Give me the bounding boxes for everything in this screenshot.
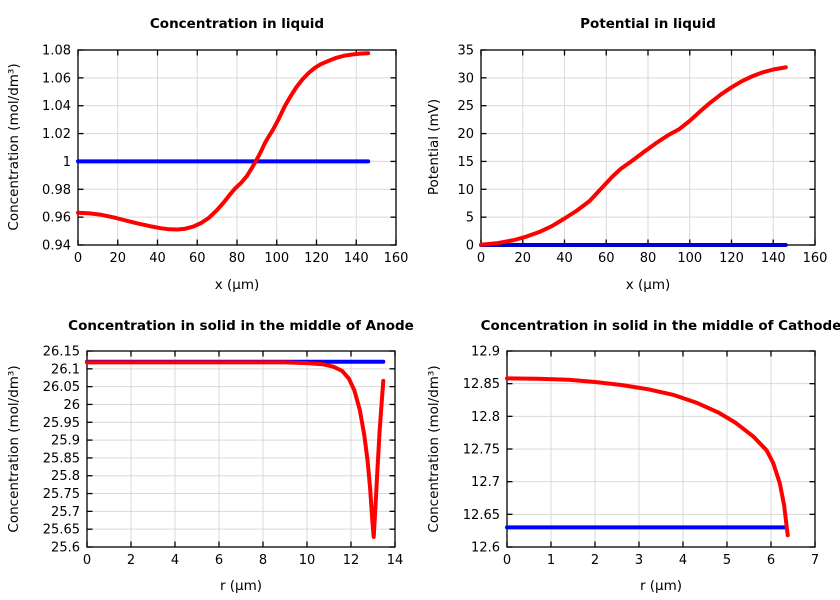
- svg-text:1.06: 1.06: [42, 71, 71, 86]
- svg-text:80: 80: [229, 251, 246, 266]
- svg-text:1: 1: [547, 553, 555, 568]
- svg-text:12.7: 12.7: [471, 475, 500, 490]
- svg-text:0: 0: [503, 553, 511, 568]
- svg-text:5: 5: [466, 211, 474, 226]
- svg-text:14: 14: [387, 553, 404, 568]
- svg-text:25.75: 25.75: [43, 487, 80, 502]
- svg-text:20: 20: [514, 251, 531, 266]
- y-axis-label: Concentration (mol/dm³): [6, 63, 22, 230]
- svg-text:160: 160: [384, 251, 409, 266]
- x-axis-label: r (µm): [640, 578, 682, 594]
- svg-text:1.02: 1.02: [42, 127, 71, 142]
- svg-text:60: 60: [189, 251, 206, 266]
- panel-potential-in-liquid: 0 20 40 60 80 100 120 140 160 0 5 10 15 20 25 30 35 Pote…: [420, 0, 840, 300]
- plot-area: 0 20 40 60 80 100 120 140 160 0 5 10 15 20 25 30 35: [457, 44, 827, 267]
- chart-title: Concentration in solid in the middle of …: [68, 318, 414, 334]
- svg-text:25.8: 25.8: [51, 469, 80, 484]
- svg-text:15: 15: [457, 155, 474, 170]
- svg-text:12: 12: [343, 553, 360, 568]
- svg-text:3: 3: [635, 553, 643, 568]
- svg-text:25.6: 25.6: [51, 541, 80, 556]
- svg-text:120: 120: [719, 251, 744, 266]
- y-axis-label: Concentration (mol/dm³): [6, 365, 22, 532]
- svg-text:100: 100: [677, 251, 702, 266]
- svg-text:12.8: 12.8: [471, 410, 500, 425]
- x-axis-label: x (µm): [626, 277, 671, 293]
- plot-area: 0 20 40 60 80 100 120 140 160 0.94 0.96 0.98 1 1.02 1.…: [42, 44, 408, 267]
- svg-text:40: 40: [149, 251, 166, 266]
- svg-text:4: 4: [679, 553, 687, 568]
- chart-title: Concentration in solid in the middle of …: [481, 318, 840, 334]
- svg-text:4: 4: [171, 553, 179, 568]
- svg-text:160: 160: [803, 251, 828, 266]
- svg-text:1: 1: [63, 155, 71, 170]
- svg-text:0: 0: [83, 553, 91, 568]
- concentration-solid-cathode-chart: 0 1 2 3 4 5 6 712.612.6512.712.7512.812.8512.9 …: [426, 318, 840, 594]
- svg-text:2: 2: [127, 553, 135, 568]
- svg-text:12.65: 12.65: [463, 508, 500, 523]
- svg-text:0: 0: [74, 251, 82, 266]
- svg-text:26.05: 26.05: [43, 380, 80, 395]
- panel-concentration-in-liquid: 0 20 40 60 80 100 120 140 160 0.94 0.96 0.98 1 1.02 1.…: [0, 0, 420, 300]
- svg-text:7: 7: [811, 553, 819, 568]
- y-axis-label: Potential (mV): [426, 99, 442, 195]
- svg-text:25.9: 25.9: [51, 434, 80, 449]
- svg-text:5: 5: [723, 553, 731, 568]
- svg-text:25.85: 25.85: [43, 451, 80, 466]
- svg-text:26.15: 26.15: [43, 345, 80, 360]
- svg-text:1.08: 1.08: [42, 44, 71, 59]
- svg-text:12.75: 12.75: [463, 443, 500, 458]
- svg-text:35: 35: [457, 44, 474, 59]
- svg-text:0.94: 0.94: [42, 239, 71, 254]
- svg-text:25.95: 25.95: [43, 416, 80, 431]
- svg-text:40: 40: [556, 251, 573, 266]
- x-axis-label: r (µm): [220, 578, 262, 594]
- svg-text:6: 6: [215, 553, 223, 568]
- svg-text:10: 10: [299, 553, 316, 568]
- chart-title: Potential in liquid: [580, 16, 716, 32]
- svg-text:80: 80: [640, 251, 657, 266]
- panel-concentration-solid-anode: 0 2 4 6 8 10 12 14 25.6 25.65 25.7 25.75 25.8 25.85 25…: [0, 300, 420, 600]
- plot-area: 0 2 4 6 8 10 12 14 25.6 25.65 25.7 25.75 25.8 25.85 25…: [43, 345, 403, 569]
- svg-text:140: 140: [344, 251, 369, 266]
- svg-text:30: 30: [457, 71, 474, 86]
- svg-text:60: 60: [598, 251, 615, 266]
- svg-text:25: 25: [457, 99, 474, 114]
- concentration-solid-anode-chart: 0 2 4 6 8 10 12 14 25.6 25.65 25.7 25.75 25.8 25.85 25…: [6, 318, 414, 594]
- svg-text:0.98: 0.98: [42, 183, 71, 198]
- svg-text:8: 8: [259, 553, 267, 568]
- svg-text:2: 2: [591, 553, 599, 568]
- svg-text:140: 140: [761, 251, 786, 266]
- svg-text:100: 100: [264, 251, 289, 266]
- y-axis-label: Concentration (mol/dm³): [426, 365, 442, 532]
- svg-text:6: 6: [767, 553, 775, 568]
- svg-text:26: 26: [63, 398, 80, 413]
- svg-text:25.7: 25.7: [51, 505, 80, 520]
- svg-text:0.96: 0.96: [42, 211, 71, 226]
- svg-text:25.65: 25.65: [43, 523, 80, 538]
- plot-area: 0 1 2 3 4 5 6 7 12.6 12.65 12.7 12.75 12.8 12.85 12.9: [463, 345, 819, 569]
- svg-text:1.04: 1.04: [42, 99, 71, 114]
- svg-text:0: 0: [477, 251, 485, 266]
- svg-text:120: 120: [304, 251, 329, 266]
- svg-text:20: 20: [457, 127, 474, 142]
- panel-concentration-solid-cathode: 0 1 2 3 4 5 6 7 12.6 12.65 12.7 12.75 12.8 12.85 12.9 …: [420, 300, 840, 600]
- chart-title: Concentration in liquid: [150, 16, 324, 32]
- svg-text:0: 0: [466, 239, 474, 254]
- svg-text:20: 20: [109, 251, 126, 266]
- svg-text:26.1: 26.1: [51, 362, 80, 377]
- svg-text:12.85: 12.85: [463, 377, 500, 392]
- x-axis-label: x (µm): [215, 277, 260, 293]
- concentration-in-liquid-chart: 0 20 40 60 80 100 120 140 160 0.94 0.96 0.98 1 1.02 1.…: [6, 16, 408, 293]
- svg-text:12.6: 12.6: [471, 541, 500, 556]
- svg-text:12.9: 12.9: [471, 345, 500, 360]
- svg-text:10: 10: [457, 183, 474, 198]
- potential-in-liquid-chart: 0 20 40 60 80 100 120 140 160 0 5 10 15 20 25 30 35 Pote…: [426, 16, 827, 293]
